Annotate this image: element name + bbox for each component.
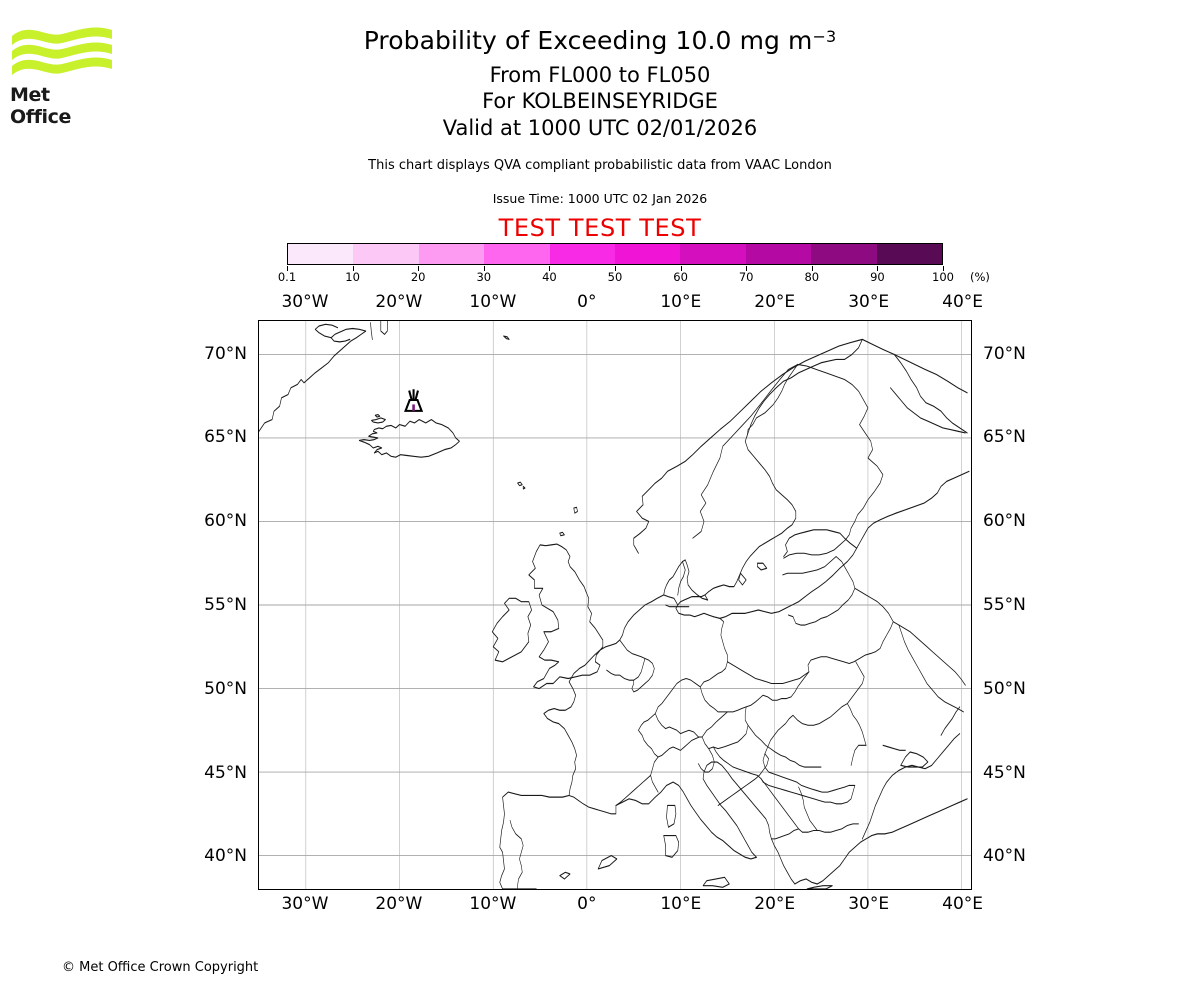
volcano-icon bbox=[404, 389, 424, 412]
met-office-logo-text: Met Office bbox=[10, 84, 71, 128]
colorbar-tick-label-3: 30 bbox=[476, 270, 492, 284]
colorbar-tick-5 bbox=[615, 266, 616, 271]
colorbar-tick-label-5: 50 bbox=[607, 270, 623, 284]
lon-label-top-5: 20°E bbox=[754, 292, 796, 312]
lat-label-left-6: 70°N bbox=[204, 343, 247, 364]
lon-label-bottom-1: 20°W bbox=[375, 894, 423, 914]
lon-label-top-3: 0° bbox=[577, 292, 597, 312]
lon-label-bottom-5: 20°E bbox=[754, 894, 796, 914]
colorbar-tick-label-4: 40 bbox=[542, 270, 557, 284]
lat-label-left-2: 50°N bbox=[204, 678, 247, 699]
colorbar-tick-label-8: 80 bbox=[804, 270, 820, 284]
colorbar-tick-7 bbox=[746, 266, 748, 271]
lon-label-top-1: 20°W bbox=[375, 292, 423, 312]
lon-label-top-6: 30°E bbox=[848, 292, 890, 312]
probability-colorbar bbox=[287, 243, 943, 265]
colorbar-tick-label-0: 0.1 bbox=[277, 270, 297, 284]
colorbar-band-2 bbox=[418, 244, 485, 264]
met-office-wave-icon bbox=[12, 27, 112, 75]
colorbar-tick-labels: 0.1 10 20 30 40 50 60 70 80 90 100 bbox=[278, 266, 954, 284]
colorbar-tick-label-2: 20 bbox=[410, 270, 426, 284]
lon-label-top-7: 40°E bbox=[942, 292, 984, 312]
colorbar-band-3 bbox=[484, 244, 550, 264]
lon-label-bottom-2: 10°W bbox=[469, 894, 517, 914]
lat-label-left-4: 60°N bbox=[204, 511, 247, 532]
page-title: Probability of Exceeding 10.0 mg m−3 bbox=[0, 26, 1200, 55]
lat-label-left-1: 45°N bbox=[204, 762, 247, 783]
map-gridlines bbox=[259, 321, 971, 889]
met-office-logo: Met Office bbox=[10, 22, 114, 128]
colorbar-tick-label-6: 60 bbox=[673, 270, 688, 284]
colorbar-band-5 bbox=[615, 244, 681, 264]
map-plot-area bbox=[258, 320, 972, 890]
map-coastlines bbox=[259, 321, 970, 889]
flight-level-subtitle: From FL000 to FL050 bbox=[489, 63, 711, 87]
colorbar-tick-2 bbox=[418, 266, 420, 271]
lat-label-left-0: 40°N bbox=[204, 846, 247, 867]
colorbar-tick-0 bbox=[287, 266, 288, 271]
page-title-text: Probability of Exceeding 10.0 mg m bbox=[363, 26, 813, 55]
colorbar-bands bbox=[287, 243, 943, 265]
map-marker-layer bbox=[404, 389, 424, 412]
lon-label-top-4: 10°E bbox=[660, 292, 702, 312]
map-country-borders bbox=[509, 363, 966, 889]
page-title-superscript: −3 bbox=[812, 27, 837, 46]
colorbar-tick-9 bbox=[877, 266, 879, 271]
lon-label-top-2: 10°W bbox=[469, 292, 517, 312]
lon-label-bottom-4: 10°E bbox=[660, 894, 702, 914]
volcano-cone bbox=[404, 398, 424, 412]
colorbar-tick-3 bbox=[483, 266, 485, 271]
lat-label-right-6: 70°N bbox=[983, 343, 1026, 364]
colorbar-band-6 bbox=[680, 244, 746, 264]
colorbar-tick-4 bbox=[549, 266, 551, 271]
lat-label-right-1: 45°N bbox=[983, 762, 1026, 783]
lat-label-right-0: 40°N bbox=[983, 846, 1026, 867]
qva-note: This chart displays QVA compliant probab… bbox=[368, 158, 832, 173]
colorbar-tick-1 bbox=[352, 266, 354, 271]
lat-label-left-3: 55°N bbox=[204, 595, 247, 615]
lat-label-right-3: 55°N bbox=[983, 595, 1026, 615]
colorbar-tick-8 bbox=[811, 266, 813, 271]
test-banner: TEST TEST TEST bbox=[498, 214, 702, 242]
lon-label-bottom-0: 30°W bbox=[281, 894, 329, 914]
colorbar-tick-label-1: 10 bbox=[345, 270, 360, 284]
volcano-source-dot bbox=[412, 404, 415, 411]
volcano-subtitle: For KOLBEINSEYRIDGE bbox=[482, 89, 718, 113]
lat-label-right-4: 60°N bbox=[983, 511, 1026, 532]
volcano-plume-0 bbox=[408, 390, 413, 400]
issue-time: Issue Time: 1000 UTC 02 Jan 2026 bbox=[492, 191, 708, 206]
lat-label-right-2: 50°N bbox=[983, 678, 1026, 699]
lon-label-bottom-6: 30°E bbox=[848, 894, 890, 914]
lon-label-bottom-7: 40°E bbox=[942, 894, 984, 914]
colorbar-band-8 bbox=[811, 244, 877, 264]
valid-time-subtitle: Valid at 1000 UTC 02/01/2026 bbox=[442, 116, 758, 140]
volcano-plume-2 bbox=[414, 390, 419, 400]
colorbar-band-4 bbox=[549, 244, 616, 264]
lat-label-left-5: 65°N bbox=[204, 427, 247, 448]
lat-label-right-5: 65°N bbox=[983, 427, 1026, 448]
colorbar-band-9 bbox=[876, 244, 943, 264]
copyright-text: © Met Office Crown Copyright bbox=[62, 960, 259, 975]
lon-label-top-0: 30°W bbox=[281, 292, 329, 312]
colorbar-unit-label: (%) bbox=[970, 270, 990, 284]
map-geography bbox=[259, 321, 971, 889]
colorbar-band-0 bbox=[288, 244, 354, 264]
colorbar-tick-6 bbox=[680, 266, 682, 271]
colorbar-tick-10 bbox=[943, 266, 944, 271]
colorbar-band-1 bbox=[353, 244, 419, 264]
colorbar-tick-label-10: 100 bbox=[932, 270, 954, 284]
colorbar-tick-label-9: 90 bbox=[870, 270, 885, 284]
lon-label-bottom-3: 0° bbox=[577, 894, 597, 914]
colorbar-band-7 bbox=[745, 244, 812, 264]
colorbar-tick-label-7: 70 bbox=[738, 270, 754, 284]
